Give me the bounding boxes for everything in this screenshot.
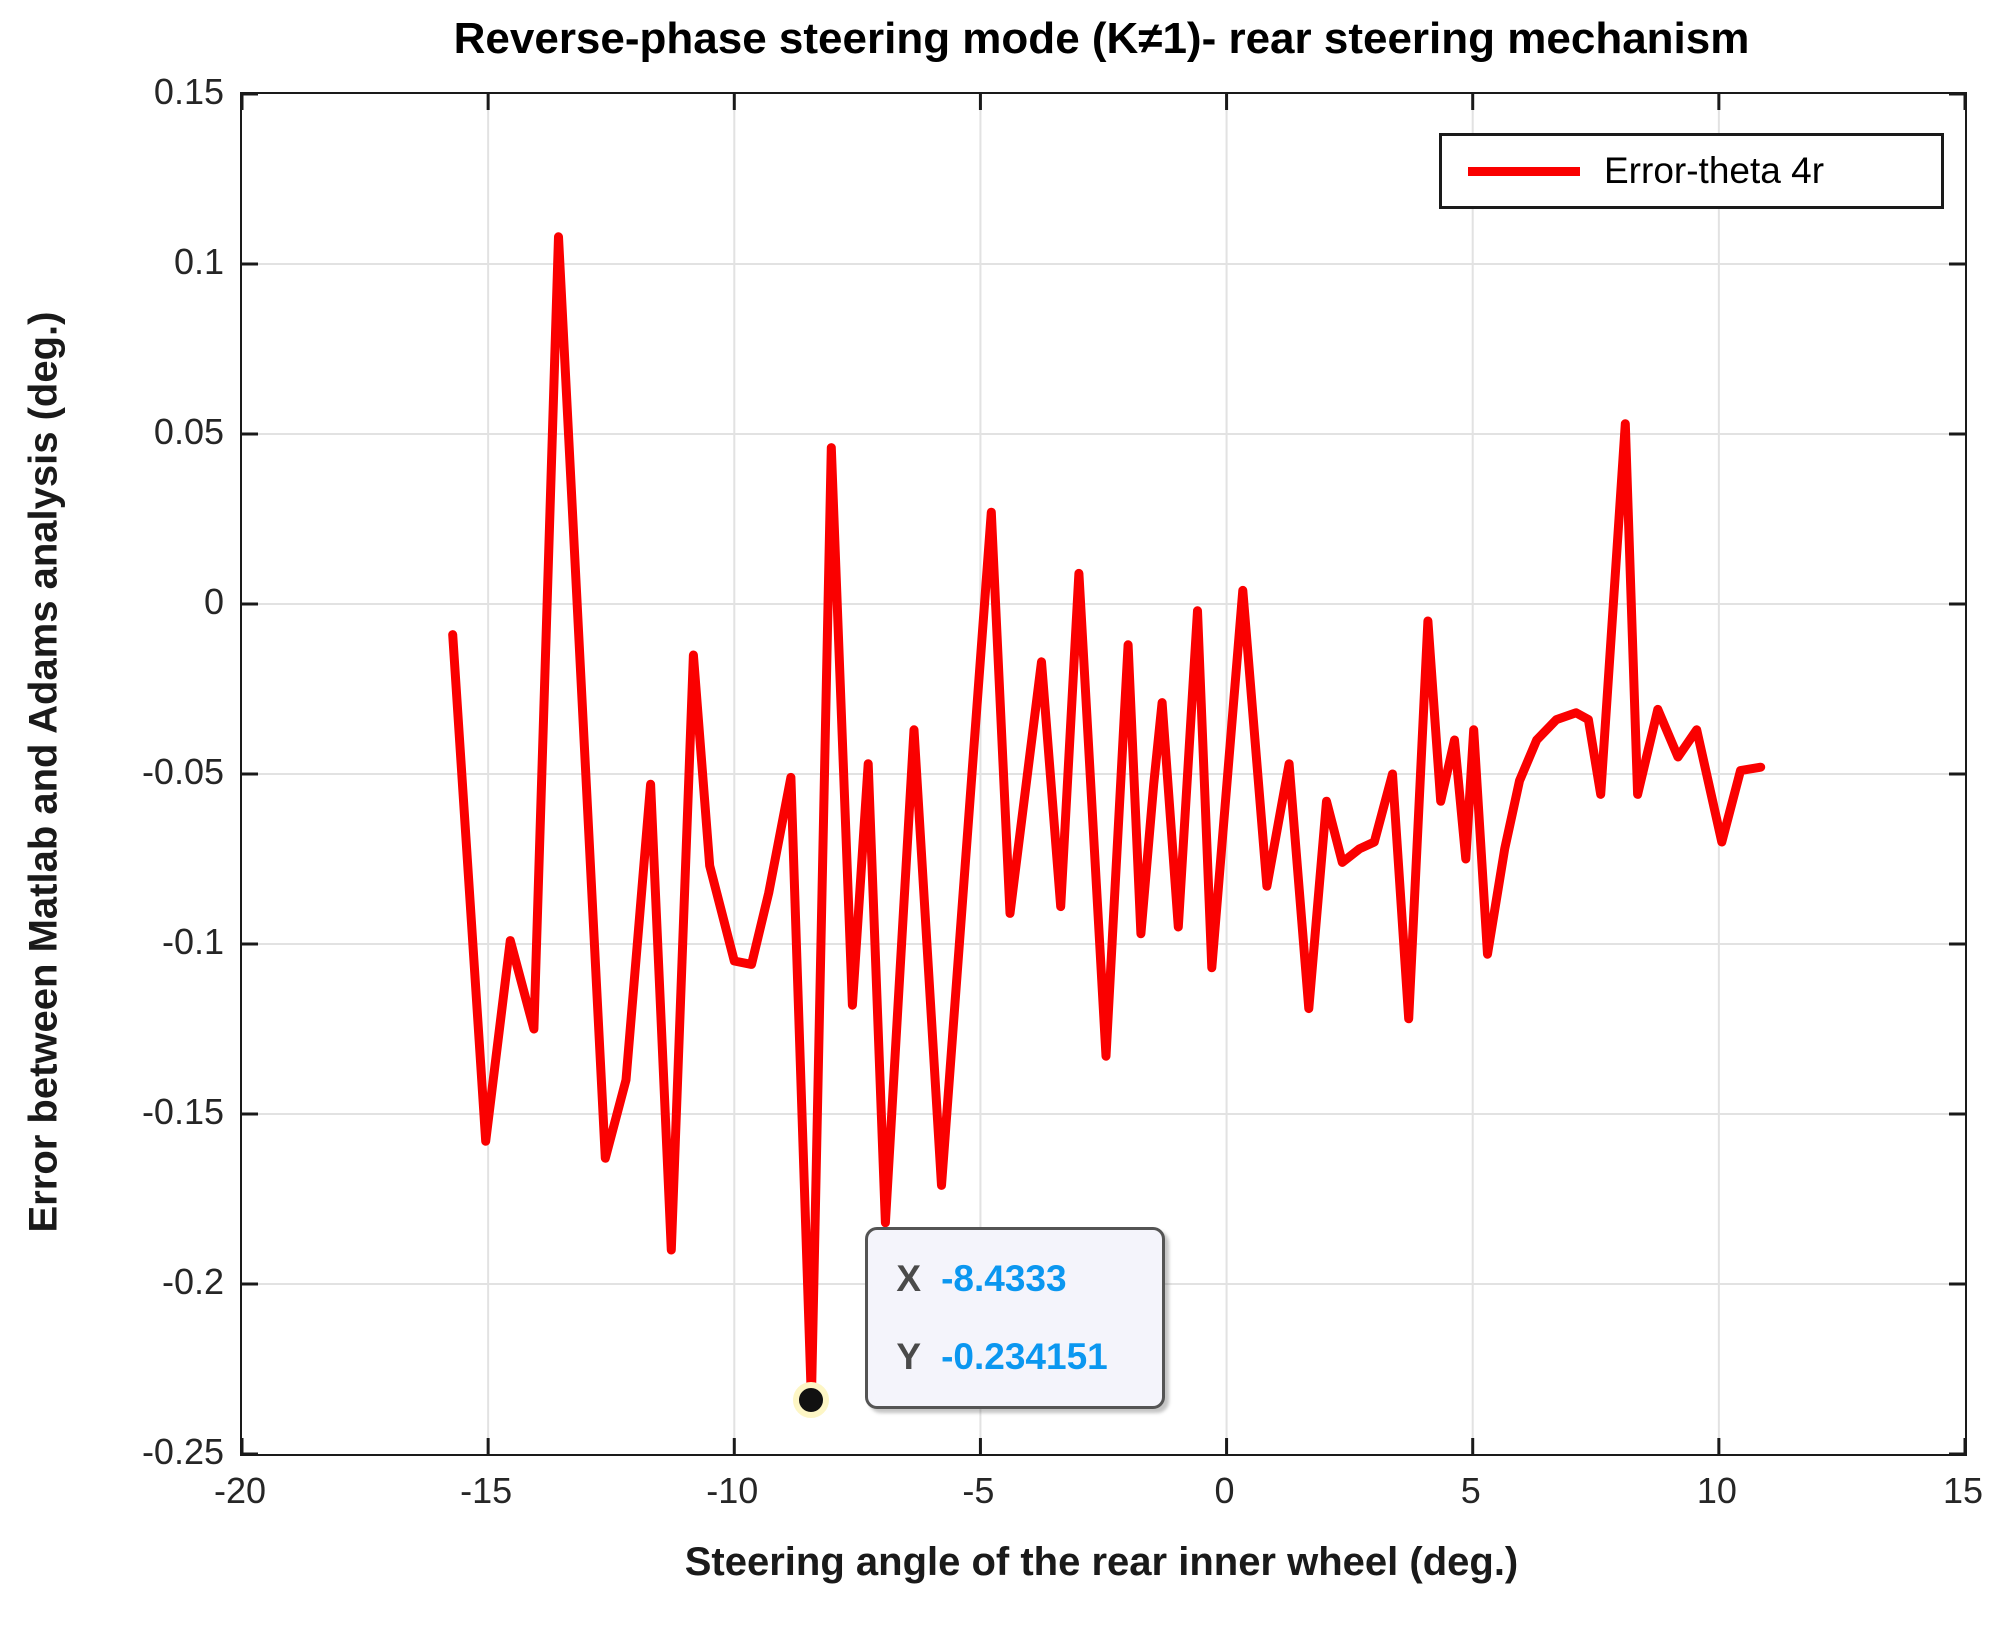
y-tick-label: -0.25 <box>141 1431 224 1472</box>
x-tick-label: 5 <box>1460 1470 1481 1511</box>
datatip-x-value: -8.4333 <box>941 1258 1067 1300</box>
y-tick-label: -0.1 <box>161 921 224 962</box>
datatip-y-row: Y -0.234151 <box>896 1336 1162 1378</box>
x-tick-label: -10 <box>706 1470 759 1511</box>
x-tick-label: 15 <box>1942 1470 1984 1511</box>
x-tick-label: -15 <box>460 1470 513 1511</box>
datatip[interactable]: X -8.4333 Y -0.234151 <box>865 1227 1166 1410</box>
y-tick-label: -0.2 <box>161 1261 224 1302</box>
datatip-y-value: -0.234151 <box>941 1336 1108 1378</box>
y-tick-label: -0.05 <box>141 751 224 792</box>
series-line <box>448 232 1766 1405</box>
y-tick-label: 0.15 <box>153 71 224 112</box>
y-axis-label: Error between Matlab and Adams analysis … <box>21 311 66 1233</box>
legend-line-sample-icon <box>1468 166 1580 176</box>
legend-entry-label: Error-theta 4r <box>1604 150 1825 191</box>
x-tick-label: -5 <box>962 1470 995 1511</box>
plot-area[interactable]: Error-theta 4r X -8.4333 Y -0.234151 <box>240 92 1967 1456</box>
legend[interactable]: Error-theta 4r <box>1439 133 1944 209</box>
y-tick-label: 0 <box>203 581 224 622</box>
x-tick-label: 10 <box>1696 1470 1737 1511</box>
datatip-y-label: Y <box>896 1336 922 1378</box>
x-tick-label: -20 <box>213 1470 267 1511</box>
datatip-x-row: X -8.4333 <box>896 1258 1162 1300</box>
y-tick-label: -0.15 <box>141 1091 224 1132</box>
datatip-marker[interactable] <box>793 1382 830 1419</box>
datatip-x-label: X <box>896 1258 922 1300</box>
chart-title: Reverse-phase steering mode (K≠1)- rear … <box>453 14 1750 63</box>
x-tick-label: 0 <box>1214 1470 1235 1511</box>
y-tick-label: 0.1 <box>173 241 224 282</box>
y-tick-label: 0.05 <box>153 411 224 452</box>
x-axis-label: Steering angle of the rear inner wheel (… <box>684 1540 1519 1584</box>
